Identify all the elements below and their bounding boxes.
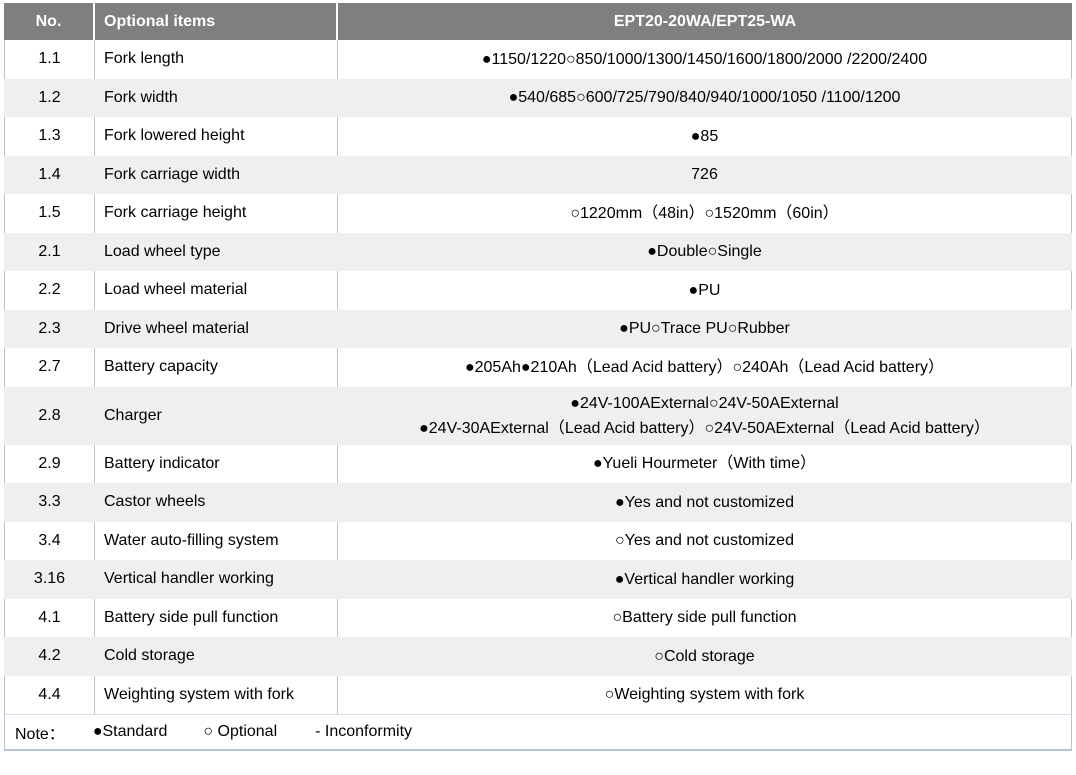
row-value: ●540/685○600/725/790/840/940/1000/1050 /… — [508, 89, 901, 107]
row-no: 1.3 — [38, 127, 61, 145]
row-item: Drive wheel material — [104, 319, 249, 337]
row-value: ○Weighting system with fork — [337, 675, 1071, 714]
row-no: 3.3 — [38, 493, 61, 511]
row-item: Load wheel type — [104, 242, 221, 260]
row-item: Charger — [104, 406, 162, 424]
table-row: 4.4 Weighting system with fork ○Weightin… — [4, 675, 1072, 714]
row-value: ○1220mm（48in）○1520mm（60in） — [337, 194, 1071, 233]
table-header: No. Optional items EPT20-20WA/EPT25-WA — [4, 3, 1072, 40]
table-row: 1.4 Fork carriage width 726 — [4, 155, 1072, 194]
legend-standard: ●Standard — [92, 723, 168, 740]
table-row: 3.4 Water auto-filling system ○Yes and n… — [4, 521, 1072, 560]
row-no: 2.2 — [38, 281, 61, 299]
row-no: 4.1 — [38, 608, 61, 626]
note-label: Note： — [15, 726, 65, 743]
row-no: 2.9 — [38, 454, 61, 472]
row-value: ●Vertical handler working — [614, 570, 795, 588]
legend-inconformity: - Inconformity — [315, 723, 413, 740]
row-item: Fork carriage height — [94, 194, 337, 233]
row-item: Water auto-filling system — [94, 521, 337, 560]
row-value: ●Yueli Hourmeter（With time） — [337, 444, 1071, 483]
row-item: Fork lowered height — [94, 117, 337, 156]
row-no: 2.3 — [38, 319, 61, 337]
row-value: ●PU○Trace PU○Rubber — [619, 320, 790, 338]
table-row: 1.1 Fork length ●1150/1220○850/1000/1300… — [4, 40, 1072, 79]
table-row: 3.3 Castor wheels ●Yes and not customize… — [4, 483, 1072, 522]
row-no: 4.4 — [38, 685, 61, 703]
header-model-column: EPT20-20WA/EPT25-WA — [336, 3, 1072, 40]
row-item: Castor wheels — [104, 493, 206, 511]
row-value: ●24V-100AExternal○24V-50AExternal ●24V-3… — [419, 394, 990, 437]
row-no: 3.16 — [33, 570, 66, 588]
row-no: 1.5 — [38, 204, 61, 222]
table-row: 2.3 Drive wheel material ●PU○Trace PU○Ru… — [4, 309, 1072, 348]
table-row: 2.1 Load wheel type ●Double○Single — [4, 232, 1072, 271]
header-item-column: Optional items — [93, 3, 336, 40]
row-no: 2.1 — [38, 242, 61, 260]
spec-table: No. Optional items EPT20-20WA/EPT25-WA 1… — [4, 3, 1072, 751]
table-row: 4.2 Cold storage ○Cold storage — [4, 637, 1072, 676]
note-row: Note： ●Standard ○ Optional - Inconformit… — [4, 714, 1072, 751]
table-row: 2.2 Load wheel material ●PU — [4, 271, 1072, 310]
row-no: 2.7 — [38, 358, 61, 376]
row-item: Battery side pull function — [94, 598, 337, 637]
row-item: Vertical handler working — [104, 570, 274, 588]
row-value: ●1150/1220○850/1000/1300/1450/1600/1800/… — [337, 40, 1071, 79]
header-no-column: No. — [35, 12, 62, 30]
row-value: ○Cold storage — [654, 647, 755, 665]
table-row: 1.2 Fork width ●540/685○600/725/790/840/… — [4, 78, 1072, 117]
row-no: 4.2 — [38, 647, 61, 665]
row-item: Fork width — [104, 88, 178, 106]
table-row: 1.5 Fork carriage height ○1220mm（48in）○1… — [4, 194, 1072, 233]
row-value: ○Battery side pull function — [337, 598, 1071, 637]
row-value: ●Yes and not customized — [615, 493, 794, 511]
table-row: 2.7 Battery capacity ●205Ah●210Ah（Lead A… — [4, 348, 1072, 387]
legend-optional: ○ Optional — [203, 723, 278, 740]
table-row: 2.8 Charger ●24V-100AExternal○24V-50AExt… — [4, 386, 1072, 445]
row-value: ○Yes and not customized — [337, 521, 1071, 560]
row-item: Fork length — [94, 40, 337, 79]
row-value: ●205Ah●210Ah（Lead Acid battery）○240Ah（Le… — [337, 348, 1071, 387]
row-no: 1.2 — [38, 88, 61, 106]
row-value: ●85 — [337, 117, 1071, 156]
row-value: ●PU — [337, 271, 1071, 310]
row-no: 2.8 — [38, 406, 61, 424]
table-row: 3.16 Vertical handler working ●Vertical … — [4, 560, 1072, 599]
row-item: Battery capacity — [94, 348, 337, 387]
row-item: Weighting system with fork — [94, 675, 337, 714]
table-row: 4.1 Battery side pull function ○Battery … — [4, 598, 1072, 637]
row-item: Cold storage — [104, 647, 195, 665]
row-no: 1.1 — [38, 50, 61, 68]
row-no: 3.4 — [38, 531, 61, 549]
table-body: 1.1 Fork length ●1150/1220○850/1000/1300… — [4, 40, 1072, 714]
row-item: Fork carriage width — [104, 165, 241, 183]
row-value: ●Double○Single — [647, 243, 762, 261]
table-row: 1.3 Fork lowered height ●85 — [4, 117, 1072, 156]
row-no: 1.4 — [38, 165, 61, 183]
row-value: 726 — [691, 166, 718, 184]
row-item: Load wheel material — [94, 271, 337, 310]
table-row: 2.9 Battery indicator ●Yueli Hourmeter（W… — [4, 444, 1072, 483]
row-item: Battery indicator — [94, 444, 337, 483]
